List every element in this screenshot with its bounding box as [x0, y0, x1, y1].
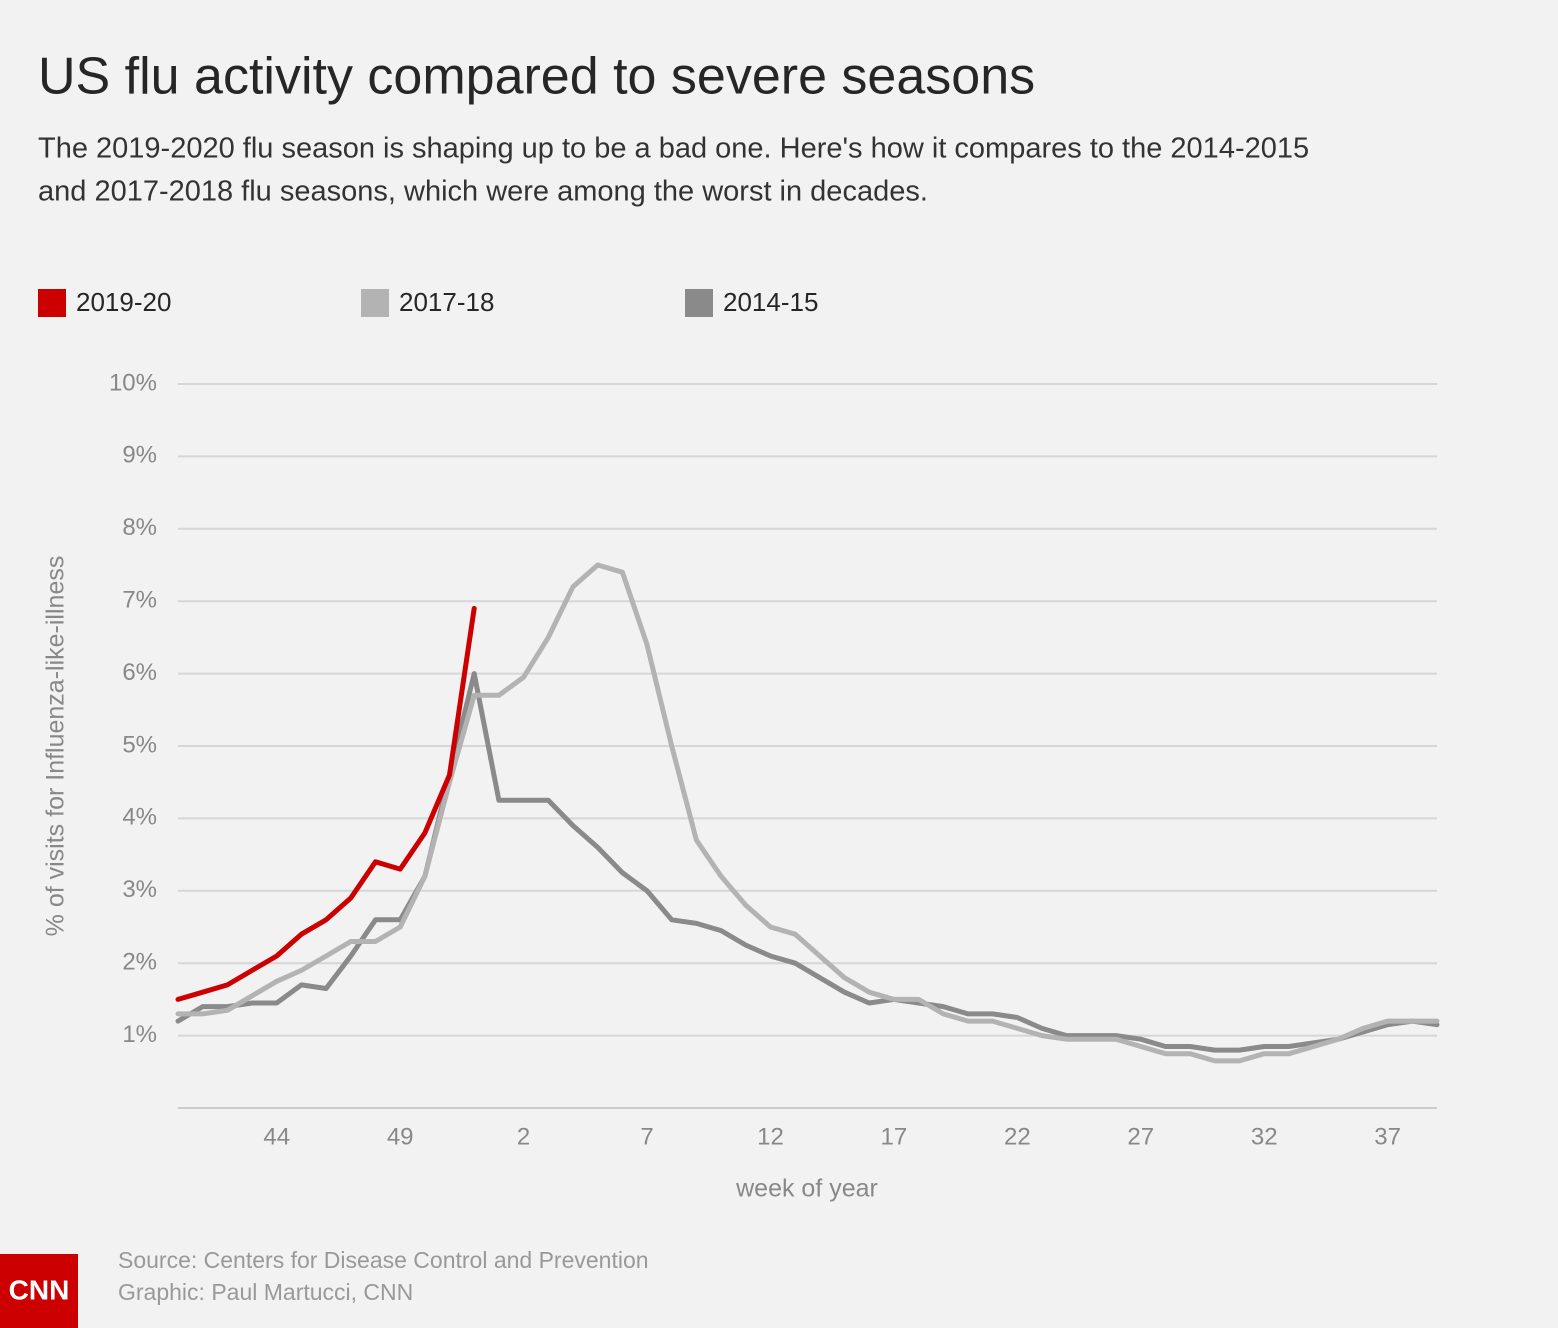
- y-tick-label: 5%: [122, 731, 157, 758]
- series-line: [175, 562, 1440, 1064]
- y-tick-label: 2%: [122, 949, 157, 976]
- legend-label: 2014-15: [723, 287, 818, 317]
- x-tick-label: 27: [1127, 1123, 1154, 1150]
- y-tick-label: 4%: [122, 804, 157, 831]
- subtitle: and 2017-2018 flu seasons, which were am…: [38, 176, 928, 208]
- chart-title: US flu activity compared to severe seaso…: [38, 48, 1035, 106]
- logo: CNN: [9, 1274, 70, 1305]
- y-tick-label: 1%: [122, 1021, 157, 1048]
- subtitle: The 2019-2020 flu season is shaping up t…: [38, 133, 1309, 165]
- y-tick-label: 7%: [122, 587, 157, 614]
- y-tick-label: 8%: [122, 514, 157, 541]
- credit: Graphic: Paul Martucci, CNN: [118, 1279, 413, 1305]
- logo-box: [0, 1254, 78, 1328]
- source: Source: Centers for Disease Control and …: [118, 1247, 649, 1273]
- x-tick-label: 44: [263, 1123, 290, 1150]
- y-tick-label: 6%: [122, 659, 157, 686]
- legend-swatch: [685, 289, 713, 317]
- x-tick-label: 7: [640, 1123, 653, 1150]
- legend-label: 2017-18: [399, 287, 494, 317]
- legend-swatch: [361, 289, 389, 317]
- y-axis-label: % of visits for Influenza-like-illness: [42, 556, 70, 937]
- x-tick-label: 12: [757, 1123, 784, 1150]
- series-line: [175, 605, 477, 1002]
- x-tick-label: 22: [1004, 1123, 1031, 1150]
- x-tick-label: 17: [881, 1123, 908, 1150]
- legend-label: 2019-20: [76, 287, 171, 317]
- x-tick-label: 37: [1374, 1123, 1401, 1150]
- y-tick-label: 3%: [122, 876, 157, 903]
- x-axis-label: week of year: [735, 1175, 878, 1203]
- series-line: [175, 671, 1440, 1053]
- y-tick-label: 10%: [109, 369, 157, 396]
- x-tick-label: 49: [387, 1123, 414, 1150]
- x-tick-label: 2: [517, 1123, 530, 1150]
- legend-swatch: [38, 289, 66, 317]
- y-tick-label: 9%: [122, 442, 157, 469]
- x-tick-label: 32: [1251, 1123, 1278, 1150]
